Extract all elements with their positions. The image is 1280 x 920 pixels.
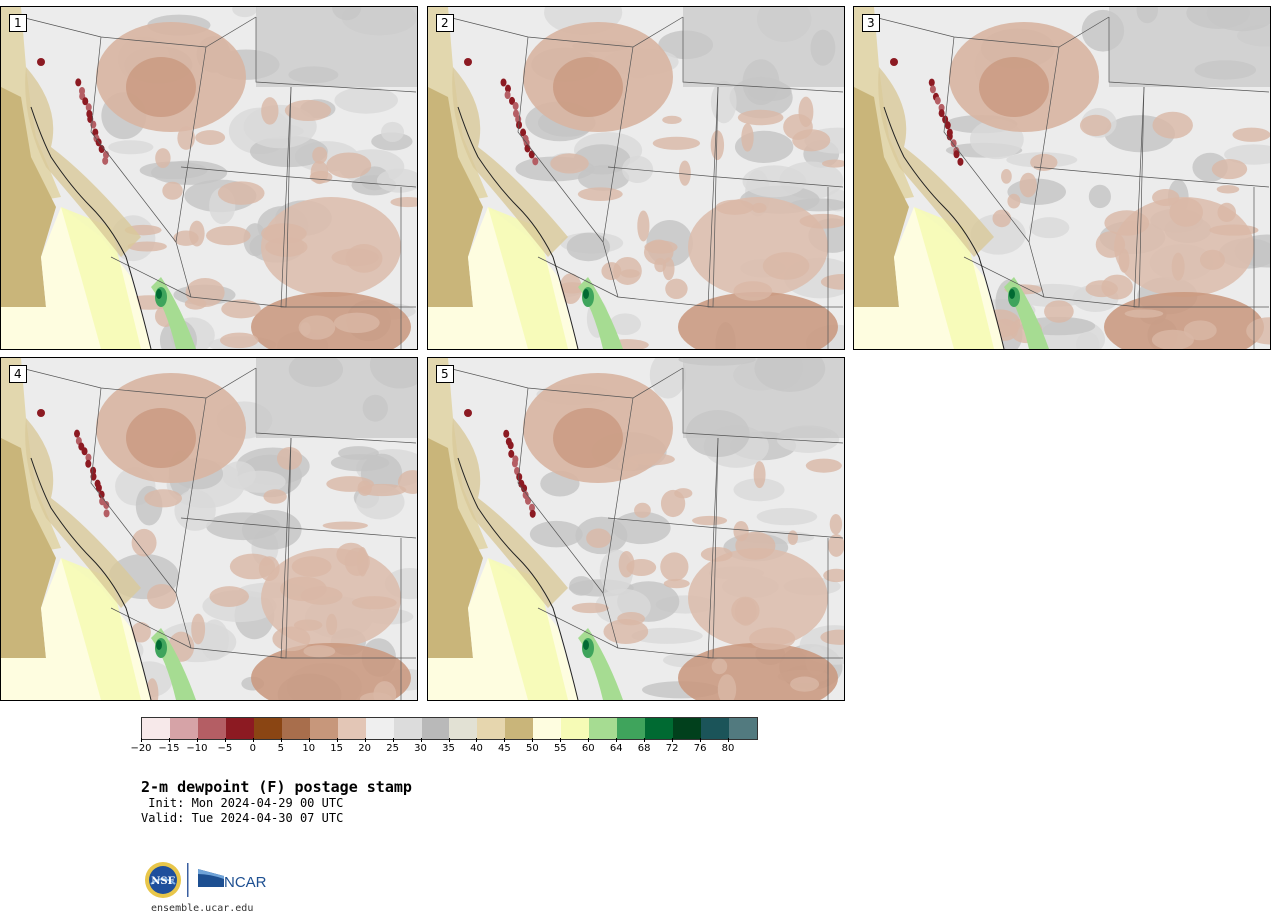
colorbar-cell — [449, 718, 478, 739]
colorbar-tick-label: 64 — [609, 743, 623, 754]
dewpoint-colorbar — [141, 717, 758, 740]
colorbar-cell — [337, 718, 366, 739]
colorbar-cell — [197, 718, 226, 739]
colorbar-tick-label: −10 — [186, 743, 208, 754]
colorbar-tick — [728, 738, 730, 742]
colorbar-cell — [309, 718, 338, 739]
logos: NSF NCAR — [145, 862, 267, 898]
forecast-panel-5: 5 — [427, 357, 845, 701]
colorbar-tick-label: 25 — [386, 743, 399, 754]
colorbar-tick — [504, 738, 506, 742]
colorbar-cell — [589, 718, 618, 739]
colorbar-tick — [252, 738, 254, 742]
forecast-panel-1: 1 — [0, 6, 418, 350]
nsf-logo-icon: NSF — [145, 862, 181, 898]
colorbar-cell — [729, 718, 757, 739]
colorbar-tick — [476, 738, 478, 742]
dewpoint-map-2 — [428, 7, 844, 349]
colorbar-tick — [420, 738, 422, 742]
panel-label: 4 — [9, 365, 27, 383]
init-time: Init: Mon 2024-04-29 00 UTC — [141, 796, 344, 810]
colorbar-cell — [393, 718, 422, 739]
colorbar-tick — [448, 738, 450, 742]
colorbar-tick-label: 50 — [525, 743, 539, 754]
colorbar-cell — [281, 718, 310, 739]
colorbar-tick-label: −20 — [130, 743, 152, 754]
colorbar-tick-label: 20 — [358, 743, 371, 754]
colorbar-tick — [308, 738, 310, 742]
colorbar-cell — [365, 718, 394, 739]
colorbar-tick-label: 15 — [330, 743, 344, 754]
nsf-logo-text: NSF — [151, 876, 174, 887]
colorbar-tick-label: 10 — [302, 743, 316, 754]
colorbar-tick — [364, 738, 366, 742]
valid-time: Valid: Tue 2024-04-30 07 UTC — [141, 811, 344, 825]
colorbar-tick-label: 68 — [637, 743, 651, 754]
colorbar-cell — [169, 718, 198, 739]
colorbar-tick — [532, 738, 534, 742]
ncar-logo-text: NCAR — [224, 874, 267, 891]
colorbar-tick — [560, 738, 562, 742]
colorbar-tick — [644, 738, 646, 742]
ncar-logo-icon: NCAR — [198, 869, 267, 891]
chart-title: 2-m dewpoint (F) postage stamp — [141, 778, 412, 796]
colorbar-tick — [141, 738, 142, 742]
colorbar-cell — [645, 718, 674, 739]
colorbar-cell — [253, 718, 282, 739]
forecast-panel-2: 2 — [427, 6, 845, 350]
colorbar-cell — [617, 718, 646, 739]
colorbar-tick — [196, 738, 198, 742]
colorbar-tick-label: −5 — [217, 743, 233, 754]
colorbar-tick-label: 5 — [277, 743, 284, 754]
colorbar-tick — [168, 738, 170, 742]
panel-label: 2 — [436, 14, 454, 32]
colorbar-cell — [477, 718, 506, 739]
colorbar-tick — [588, 738, 590, 742]
colorbar-cell — [533, 718, 562, 739]
dewpoint-map-4 — [1, 358, 417, 700]
colorbar-tick — [224, 738, 226, 742]
colorbar-tick — [392, 738, 394, 742]
forecast-panel-3: 3 — [853, 6, 1271, 350]
colorbar-tick-label: 60 — [581, 743, 595, 754]
colorbar-tick-label: −15 — [158, 743, 180, 754]
colorbar-tick-label: 0 — [249, 743, 256, 754]
panel-label: 1 — [9, 14, 27, 32]
colorbar-tick-label: 72 — [665, 743, 679, 754]
colorbar-cell — [673, 718, 702, 739]
colorbar-cell — [701, 718, 730, 739]
dewpoint-map-1 — [1, 7, 417, 349]
colorbar-tick-label: 45 — [498, 743, 511, 754]
colorbar-tick — [672, 738, 674, 742]
panel-label: 5 — [436, 365, 454, 383]
dewpoint-map-3 — [854, 7, 1270, 349]
forecast-panel-4: 4 — [0, 357, 418, 701]
colorbar-tick-label: 30 — [414, 743, 427, 754]
colorbar-cell — [561, 718, 590, 739]
colorbar-tick — [616, 738, 618, 742]
colorbar-tick — [700, 738, 702, 742]
colorbar-tick-label: 76 — [693, 743, 707, 754]
colorbar-tick-label: 80 — [721, 743, 735, 754]
colorbar-tick — [280, 738, 282, 742]
colorbar-cell — [421, 718, 450, 739]
colorbar-cell — [505, 718, 534, 739]
site-url: ensemble.ucar.edu — [151, 903, 254, 914]
colorbar-tick-label: 40 — [470, 743, 483, 754]
colorbar-ticks: −20 −15 −10 −5 0 5 10 15 20 25 30 35 40 45 50 55 60 64 68 7… — [130, 738, 756, 762]
colorbar-cell — [142, 718, 170, 739]
dewpoint-map-5 — [428, 358, 844, 700]
panel-label: 3 — [862, 14, 880, 32]
colorbar-tick-label: 55 — [553, 743, 567, 754]
colorbar-tick — [336, 738, 338, 742]
colorbar-tick-label: 35 — [442, 743, 455, 754]
colorbar-cell — [225, 718, 254, 739]
